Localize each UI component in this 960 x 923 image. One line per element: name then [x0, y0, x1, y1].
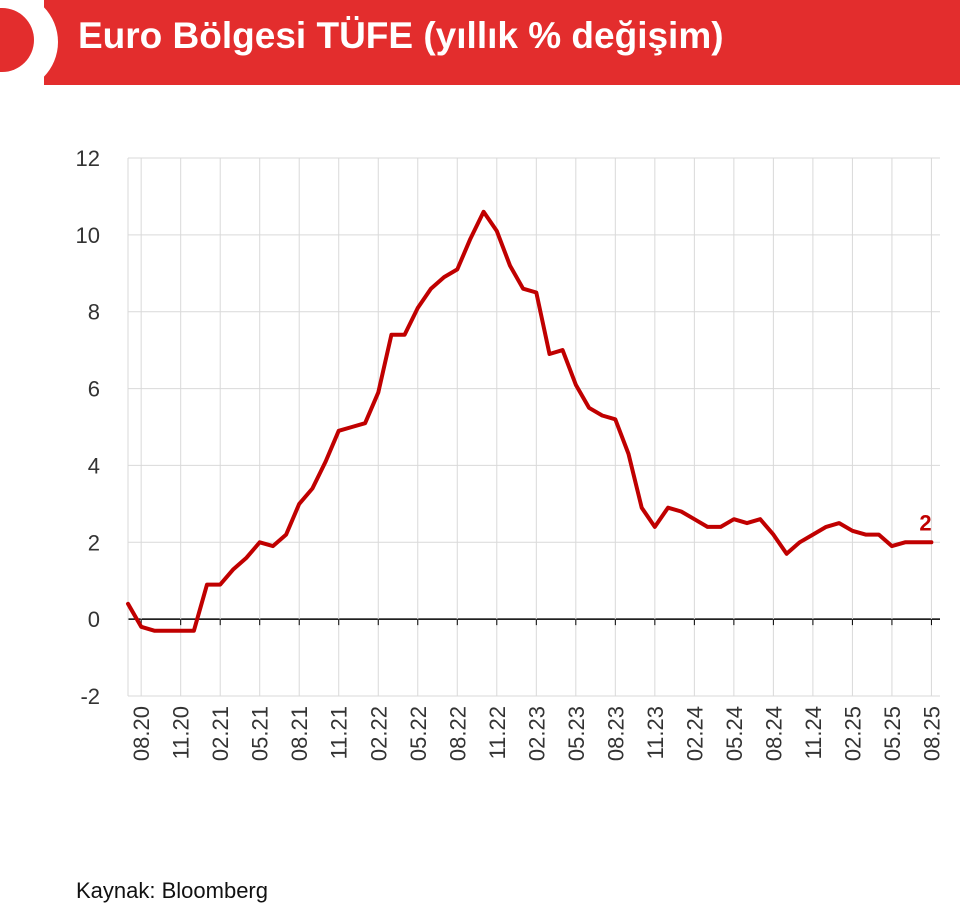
data-point [719, 525, 723, 529]
data-point [627, 452, 631, 456]
data-point [745, 521, 749, 525]
data-point [890, 544, 894, 548]
data-point [929, 540, 933, 544]
x-tick-label: 11.24 [801, 706, 826, 759]
data-point [785, 552, 789, 556]
data-point [284, 533, 288, 537]
data-point [653, 525, 657, 529]
series-line-cpi [126, 209, 934, 633]
data-point [337, 429, 341, 433]
data-point [640, 506, 644, 510]
data-point [561, 348, 565, 352]
data-point [574, 383, 578, 387]
data-point [824, 525, 828, 529]
data-point [903, 540, 907, 544]
data-point [205, 583, 209, 587]
data-point [271, 544, 275, 548]
data-point [482, 210, 486, 214]
x-tick-label: 05.22 [406, 706, 431, 761]
y-tick-label: 8 [88, 300, 100, 325]
data-point [363, 421, 367, 425]
data-point [310, 486, 314, 490]
data-point [350, 425, 354, 429]
x-tick-label: 05.23 [564, 706, 589, 761]
data-point [258, 540, 262, 544]
data-point [587, 406, 591, 410]
data-point [666, 506, 670, 510]
data-point [534, 291, 538, 295]
data-point [324, 460, 328, 464]
data-point [600, 413, 604, 417]
data-point [152, 629, 156, 633]
x-tick-label: 02.23 [524, 706, 549, 761]
data-point [416, 306, 420, 310]
x-tick-label: 11.21 [327, 706, 352, 759]
data-point [389, 333, 393, 337]
data-point [706, 525, 710, 529]
data-point [192, 629, 196, 633]
title-bar [44, 0, 960, 85]
x-tick-label: 08.20 [129, 706, 154, 761]
data-point [798, 540, 802, 544]
x-tick-label: 02.25 [840, 706, 865, 761]
end-value-label: 2 [919, 510, 931, 535]
x-tick-label: 08.22 [445, 706, 470, 761]
x-tick-label: 11.22 [485, 706, 510, 759]
line-chart: 12 10 8 6 4 2 0 -2 08.20 11.20 02.21 05.21 08.21 11.2… [76, 146, 945, 761]
data-point [429, 287, 433, 291]
y-tick-label: -2 [80, 684, 100, 709]
x-tick-label: 11.23 [643, 706, 668, 759]
data-point [376, 390, 380, 394]
x-tick-label: 11.20 [169, 706, 194, 759]
x-tick-label: 08.24 [761, 706, 786, 761]
data-point [245, 556, 249, 560]
y-tick-label: 4 [88, 453, 100, 478]
source-note: Kaynak: Bloomberg [76, 878, 268, 903]
x-tick-label: 08.21 [287, 706, 312, 761]
y-tick-label: 0 [88, 607, 100, 632]
data-point [231, 567, 235, 571]
data-point [811, 533, 815, 537]
y-tick-label: 10 [76, 223, 100, 248]
data-point [758, 517, 762, 521]
data-point [508, 264, 512, 268]
data-point [442, 275, 446, 279]
data-point [732, 517, 736, 521]
data-point [297, 502, 301, 506]
data-point [179, 629, 183, 633]
x-tick-label: 08.23 [603, 706, 628, 761]
data-point [877, 533, 881, 537]
y-tick-label: 6 [88, 377, 100, 402]
data-point [521, 287, 525, 291]
y-tick-label: 2 [88, 530, 100, 555]
data-point [771, 533, 775, 537]
x-tick-label: 08.25 [919, 706, 944, 761]
data-point [468, 237, 472, 241]
x-tick-label: 05.24 [722, 706, 747, 761]
data-point [916, 540, 920, 544]
x-tick-label: 02.21 [208, 706, 233, 761]
data-point [692, 517, 696, 521]
x-tick-label: 02.24 [682, 706, 707, 761]
data-point [547, 352, 551, 356]
x-tick-label: 05.25 [880, 706, 905, 761]
data-point [166, 629, 170, 633]
chart-title: Euro Bölgesi TÜFE (yıllık % değişim) [78, 15, 724, 56]
data-point [139, 625, 143, 629]
y-tick-label: 12 [76, 146, 100, 171]
data-point [495, 229, 499, 233]
data-point [837, 521, 841, 525]
data-point [850, 529, 854, 533]
data-point [679, 510, 683, 514]
title-banner: Euro Bölgesi TÜFE (yıllık % değişim) [0, 0, 960, 92]
data-point [126, 602, 130, 606]
x-tick-label: 02.22 [366, 706, 391, 761]
data-point [218, 583, 222, 587]
data-point [403, 333, 407, 337]
data-point [864, 533, 868, 537]
x-tick-label: 05.21 [248, 706, 273, 761]
data-point [613, 417, 617, 421]
data-point [455, 267, 459, 271]
